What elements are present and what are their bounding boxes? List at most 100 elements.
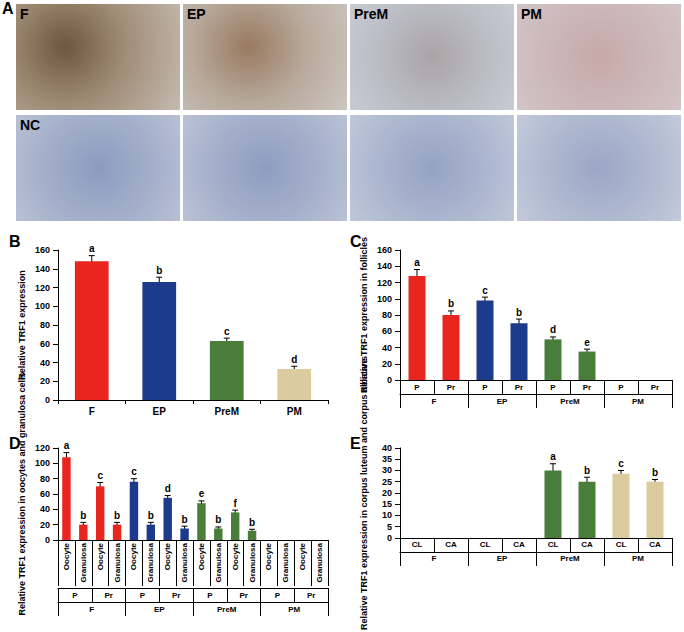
svg-text:Relative TRF1 expression in oo: Relative TRF1 expression in oocytes and … [17, 372, 27, 615]
svg-text:120: 120 [377, 278, 392, 288]
svg-text:100: 100 [35, 458, 50, 468]
svg-text:80: 80 [40, 474, 50, 484]
svg-text:Pr: Pr [307, 591, 315, 600]
svg-text:60: 60 [40, 489, 50, 499]
svg-text:Oocyte: Oocyte [197, 542, 206, 570]
svg-text:PM: PM [632, 397, 644, 406]
svg-text:Pr: Pr [583, 383, 591, 392]
svg-text:CA: CA [445, 540, 457, 549]
svg-text:c: c [618, 458, 624, 469]
svg-text:CL: CL [412, 540, 423, 549]
svg-text:10: 10 [382, 510, 392, 520]
svg-text:Oocyte: Oocyte [96, 542, 105, 570]
svg-text:CA: CA [649, 540, 661, 549]
svg-text:Pr: Pr [651, 383, 659, 392]
svg-text:40: 40 [382, 443, 392, 453]
svg-text:F: F [89, 605, 94, 614]
svg-text:20: 20 [382, 488, 392, 498]
svg-text:20: 20 [382, 359, 392, 369]
svg-text:b: b [652, 467, 658, 478]
svg-text:PM: PM [287, 406, 302, 417]
svg-text:PM: PM [632, 554, 644, 563]
svg-text:CL: CL [480, 540, 491, 549]
svg-text:c: c [224, 326, 230, 337]
svg-text:Granulosa: Granulosa [79, 542, 88, 582]
svg-text:CL: CL [616, 540, 627, 549]
svg-text:Granulosa: Granulosa [113, 542, 122, 582]
svg-text:40: 40 [382, 343, 392, 353]
svg-text:Relative TRF1 expression in co: Relative TRF1 expression in corpus luteu… [359, 356, 369, 630]
svg-text:b: b [516, 307, 522, 318]
svg-text:EP: EP [497, 554, 508, 563]
svg-text:60: 60 [382, 326, 392, 336]
svg-text:PreM: PreM [560, 554, 580, 563]
svg-text:Granulosa: Granulosa [315, 542, 324, 582]
svg-text:b: b [80, 510, 86, 521]
svg-text:P: P [275, 591, 281, 600]
svg-text:80: 80 [382, 310, 392, 320]
svg-text:a: a [64, 440, 70, 451]
svg-text:0: 0 [45, 535, 50, 545]
svg-text:c: c [131, 466, 137, 477]
svg-text:b: b [156, 265, 162, 276]
svg-text:20: 20 [40, 520, 50, 530]
svg-text:160: 160 [35, 245, 50, 255]
svg-text:F: F [432, 397, 437, 406]
svg-text:Oocyte: Oocyte [163, 542, 172, 570]
svg-text:b: b [584, 465, 590, 476]
svg-text:E: E [350, 435, 361, 452]
svg-text:b: b [182, 514, 188, 525]
svg-text:b: b [148, 510, 154, 521]
svg-text:b: b [249, 517, 255, 528]
svg-text:120: 120 [35, 443, 50, 453]
svg-text:d: d [291, 354, 297, 365]
svg-text:b: b [114, 510, 120, 521]
svg-text:b: b [448, 298, 454, 309]
svg-text:15: 15 [382, 499, 392, 509]
svg-text:P: P [72, 591, 78, 600]
svg-text:Granulosa: Granulosa [180, 542, 189, 582]
svg-text:EP: EP [497, 397, 508, 406]
svg-text:Oocyte: Oocyte [129, 542, 138, 570]
svg-text:100: 100 [377, 294, 392, 304]
svg-text:P: P [618, 383, 624, 392]
svg-text:c: c [97, 470, 103, 481]
svg-text:Granulosa: Granulosa [281, 542, 290, 582]
svg-text:Pr: Pr [515, 383, 523, 392]
svg-text:Relative TRF1 expression: Relative TRF1 expression [17, 270, 27, 380]
svg-text:CA: CA [513, 540, 525, 549]
svg-text:P: P [414, 383, 420, 392]
svg-text:Granulosa: Granulosa [248, 542, 257, 582]
svg-text:Oocyte: Oocyte [62, 542, 71, 570]
svg-text:25: 25 [382, 477, 392, 487]
svg-text:Pr: Pr [239, 591, 247, 600]
svg-text:b: b [215, 514, 221, 525]
svg-text:CL: CL [548, 540, 559, 549]
svg-text:F: F [89, 406, 95, 417]
svg-text:e: e [584, 337, 590, 348]
svg-text:PreM: PreM [217, 605, 237, 614]
svg-text:F: F [432, 554, 437, 563]
svg-text:PreM: PreM [560, 397, 580, 406]
svg-text:0: 0 [387, 533, 392, 543]
svg-text:Pr: Pr [172, 591, 180, 600]
svg-text:100: 100 [35, 301, 50, 311]
svg-text:Pr: Pr [447, 383, 455, 392]
svg-text:120: 120 [35, 283, 50, 293]
svg-text:Oocyte: Oocyte [264, 542, 273, 570]
svg-text:P: P [482, 383, 488, 392]
svg-text:a: a [414, 257, 420, 268]
svg-text:P: P [207, 591, 213, 600]
svg-text:e: e [199, 488, 205, 499]
svg-text:d: d [550, 324, 556, 335]
svg-text:PM: PM [288, 605, 300, 614]
svg-text:Granulosa: Granulosa [146, 542, 155, 582]
svg-text:EP: EP [154, 605, 165, 614]
svg-text:P: P [140, 591, 146, 600]
svg-text:40: 40 [40, 504, 50, 514]
svg-text:0: 0 [387, 375, 392, 385]
svg-text:40: 40 [40, 358, 50, 368]
svg-text:140: 140 [35, 264, 50, 274]
svg-text:D: D [9, 435, 21, 452]
svg-text:30: 30 [382, 465, 392, 475]
